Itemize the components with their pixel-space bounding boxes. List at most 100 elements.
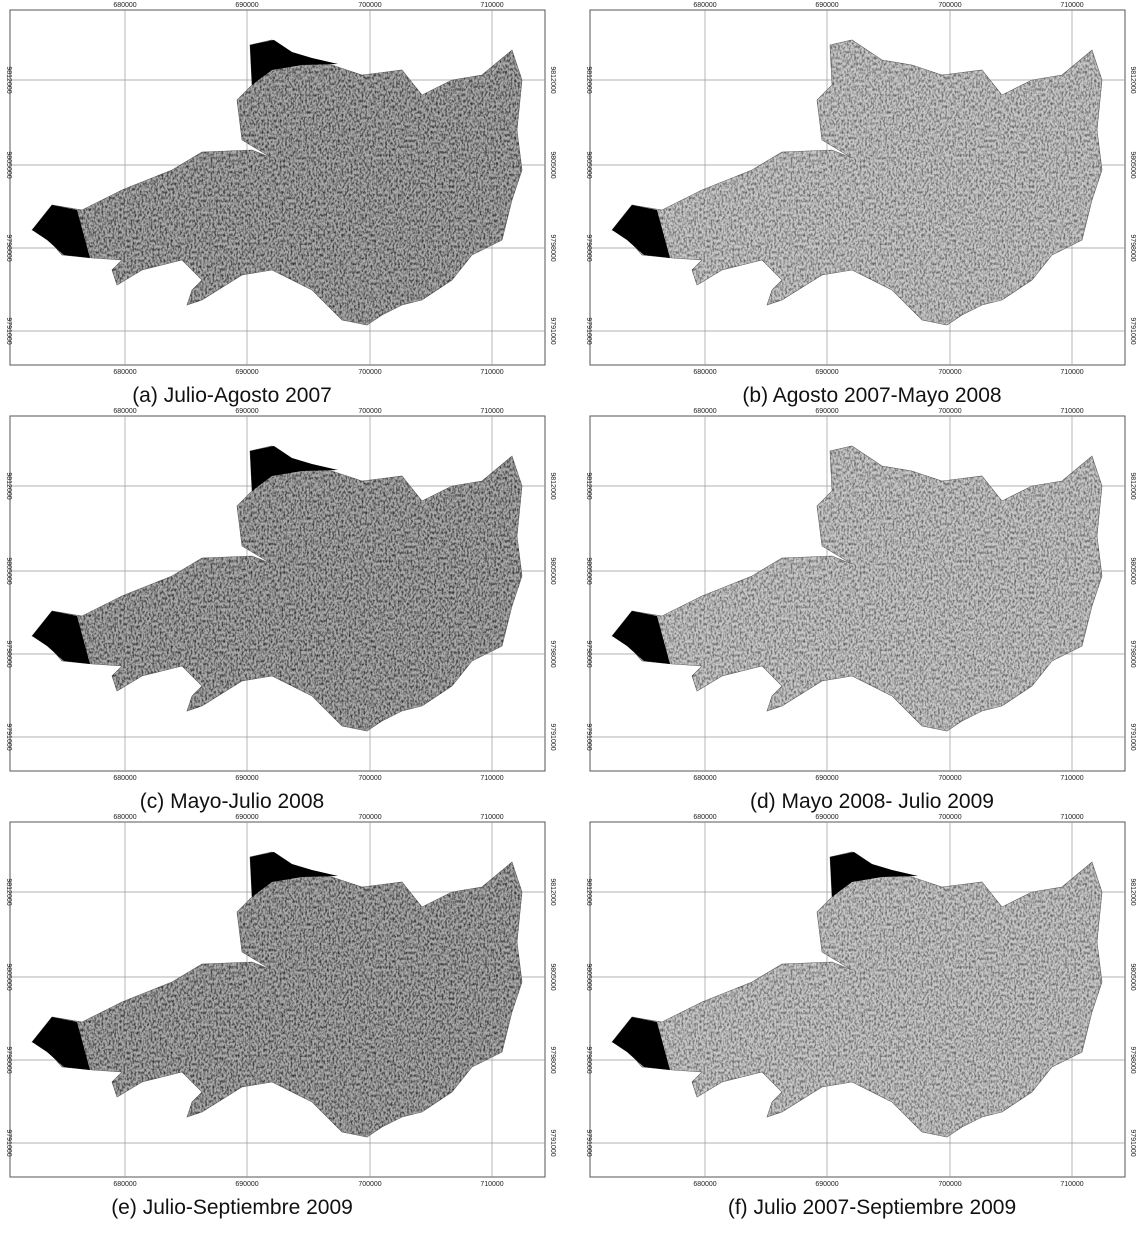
easting-label-top: 680000: [113, 2, 136, 9]
northing-label-left: 9805000: [585, 963, 592, 990]
northing-label-left: 9798000: [5, 1046, 12, 1073]
easting-label-bottom: 710000: [1060, 1181, 1083, 1188]
northing-label-right: 9791000: [1129, 1129, 1136, 1156]
northing-label-right: 9798000: [1129, 640, 1136, 667]
northing-label-left: 9812000: [585, 878, 592, 905]
northing-label-right: 9805000: [1129, 963, 1136, 990]
easting-label-top: 710000: [480, 2, 503, 9]
northing-label-left: 9791000: [5, 317, 12, 344]
northing-label-left: 9812000: [585, 66, 592, 93]
easting-label-bottom: 680000: [693, 775, 716, 782]
caption: (d) Mayo 2008- Julio 2009: [750, 790, 994, 813]
easting-label-top: 710000: [480, 408, 503, 415]
easting-label-bottom: 710000: [480, 1181, 503, 1188]
northing-label-left: 9791000: [585, 1129, 592, 1156]
northing-label-left: 9798000: [5, 234, 12, 261]
northing-label-right: 9798000: [1129, 234, 1136, 261]
map: 6800006800006900006900007000007000007100…: [582, 0, 1142, 410]
easting-label-top: 700000: [358, 814, 381, 821]
easting-label-top: 700000: [358, 2, 381, 9]
easting-label-bottom: 680000: [113, 775, 136, 782]
map: 6800006800006900006900007000007000007100…: [2, 812, 562, 1222]
easting-label-bottom: 680000: [693, 1181, 716, 1188]
caption: (a) Julio-Agosto 2007: [132, 384, 332, 407]
caption: (c) Mayo-Julio 2008: [140, 790, 324, 813]
northing-label-left: 9812000: [5, 66, 12, 93]
northing-label-right: 9805000: [549, 557, 556, 584]
northing-label-right: 9805000: [549, 151, 556, 178]
northing-label-right: 9812000: [1129, 66, 1136, 93]
easting-label-bottom: 710000: [480, 369, 503, 376]
northing-label-right: 9812000: [549, 66, 556, 93]
easting-label-top: 680000: [693, 408, 716, 415]
northing-label-right: 9791000: [1129, 317, 1136, 344]
easting-label-bottom: 690000: [815, 775, 838, 782]
northing-label-right: 9791000: [549, 317, 556, 344]
northing-label-right: 9805000: [549, 963, 556, 990]
easting-label-top: 680000: [693, 814, 716, 821]
map-panel: 680000 680000 690000 690000 700000 700000 7100…: [582, 812, 1142, 1222]
northing-label-left: 9798000: [585, 234, 592, 261]
easting-label-bottom: 690000: [815, 369, 838, 376]
easting-label-top: 680000: [693, 2, 716, 9]
map: 680000 680000 690000 690000 700000 700000 7100…: [582, 812, 1142, 1222]
northing-label-right: 9805000: [1129, 151, 1136, 178]
northing-label-left: 9791000: [585, 317, 592, 344]
northing-label-left: 9798000: [585, 1046, 592, 1073]
easting-label-bottom: 700000: [938, 1181, 961, 1188]
northing-label-right: 9791000: [1129, 723, 1136, 750]
easting-label-top: 710000: [1060, 408, 1083, 415]
northing-label-left: 9805000: [585, 557, 592, 584]
easting-label-bottom: 680000: [113, 1181, 136, 1188]
northing-label-left: 9805000: [5, 963, 12, 990]
figure: 680000 680000 690000 690000 700000 700000 7100…: [0, 0, 1144, 1241]
northing-label-left: 9791000: [5, 1129, 12, 1156]
easting-label-top: 690000: [235, 2, 258, 9]
northing-label-right: 9798000: [549, 234, 556, 261]
northing-label-left: 9812000: [585, 472, 592, 499]
map: 6800006800006900006900007000007000007100…: [2, 406, 562, 816]
easting-label-bottom: 710000: [1060, 369, 1083, 376]
map-panel: 6800006800006900006900007000007000007100…: [2, 406, 562, 816]
easting-label-top: 700000: [938, 408, 961, 415]
easting-label-bottom: 700000: [358, 369, 381, 376]
map-panel: 680000 680000 690000 690000 700000 700000 7100…: [582, 406, 1142, 816]
easting-label-bottom: 680000: [693, 369, 716, 376]
northing-label-left: 9791000: [585, 723, 592, 750]
easting-label-bottom: 710000: [480, 775, 503, 782]
northing-label-right: 9798000: [549, 1046, 556, 1073]
northing-label-left: 9805000: [5, 557, 12, 584]
northing-label-left: 9812000: [5, 472, 12, 499]
northing-label-left: 9805000: [5, 151, 12, 178]
easting-label-bottom: 690000: [815, 1181, 838, 1188]
northing-label-right: 9812000: [1129, 878, 1136, 905]
easting-label-top: 700000: [938, 814, 961, 821]
easting-label-bottom: 710000: [1060, 775, 1083, 782]
caption: (f) Julio 2007-Septiembre 2009: [728, 1196, 1016, 1219]
northing-label-right: 9805000: [1129, 557, 1136, 584]
easting-label-bottom: 690000: [235, 775, 258, 782]
caption: (b) Agosto 2007-Mayo 2008: [742, 384, 1001, 407]
map: 680000 680000 690000 690000 700000 700000 7100…: [2, 0, 562, 410]
caption: (e) Julio-Septiembre 2009: [111, 1196, 353, 1219]
easting-label-top: 690000: [815, 408, 838, 415]
northing-label-right: 9798000: [1129, 1046, 1136, 1073]
easting-label-bottom: 700000: [938, 369, 961, 376]
northing-label-left: 9798000: [5, 640, 12, 667]
easting-label-bottom: 680000: [113, 369, 136, 376]
easting-label-top: 710000: [1060, 2, 1083, 9]
easting-label-top: 710000: [1060, 814, 1083, 821]
easting-label-top: 690000: [815, 814, 838, 821]
northing-label-right: 9812000: [1129, 472, 1136, 499]
easting-label-bottom: 690000: [235, 1181, 258, 1188]
easting-label-bottom: 690000: [235, 369, 258, 376]
northing-label-right: 9791000: [549, 1129, 556, 1156]
easting-label-top: 710000: [480, 814, 503, 821]
easting-label-top: 690000: [815, 2, 838, 9]
northing-label-left: 9812000: [5, 878, 12, 905]
easting-label-bottom: 700000: [938, 775, 961, 782]
northing-label-right: 9812000: [549, 878, 556, 905]
map-panel: 680000 680000 690000 690000 700000 700000 7100…: [2, 0, 562, 410]
